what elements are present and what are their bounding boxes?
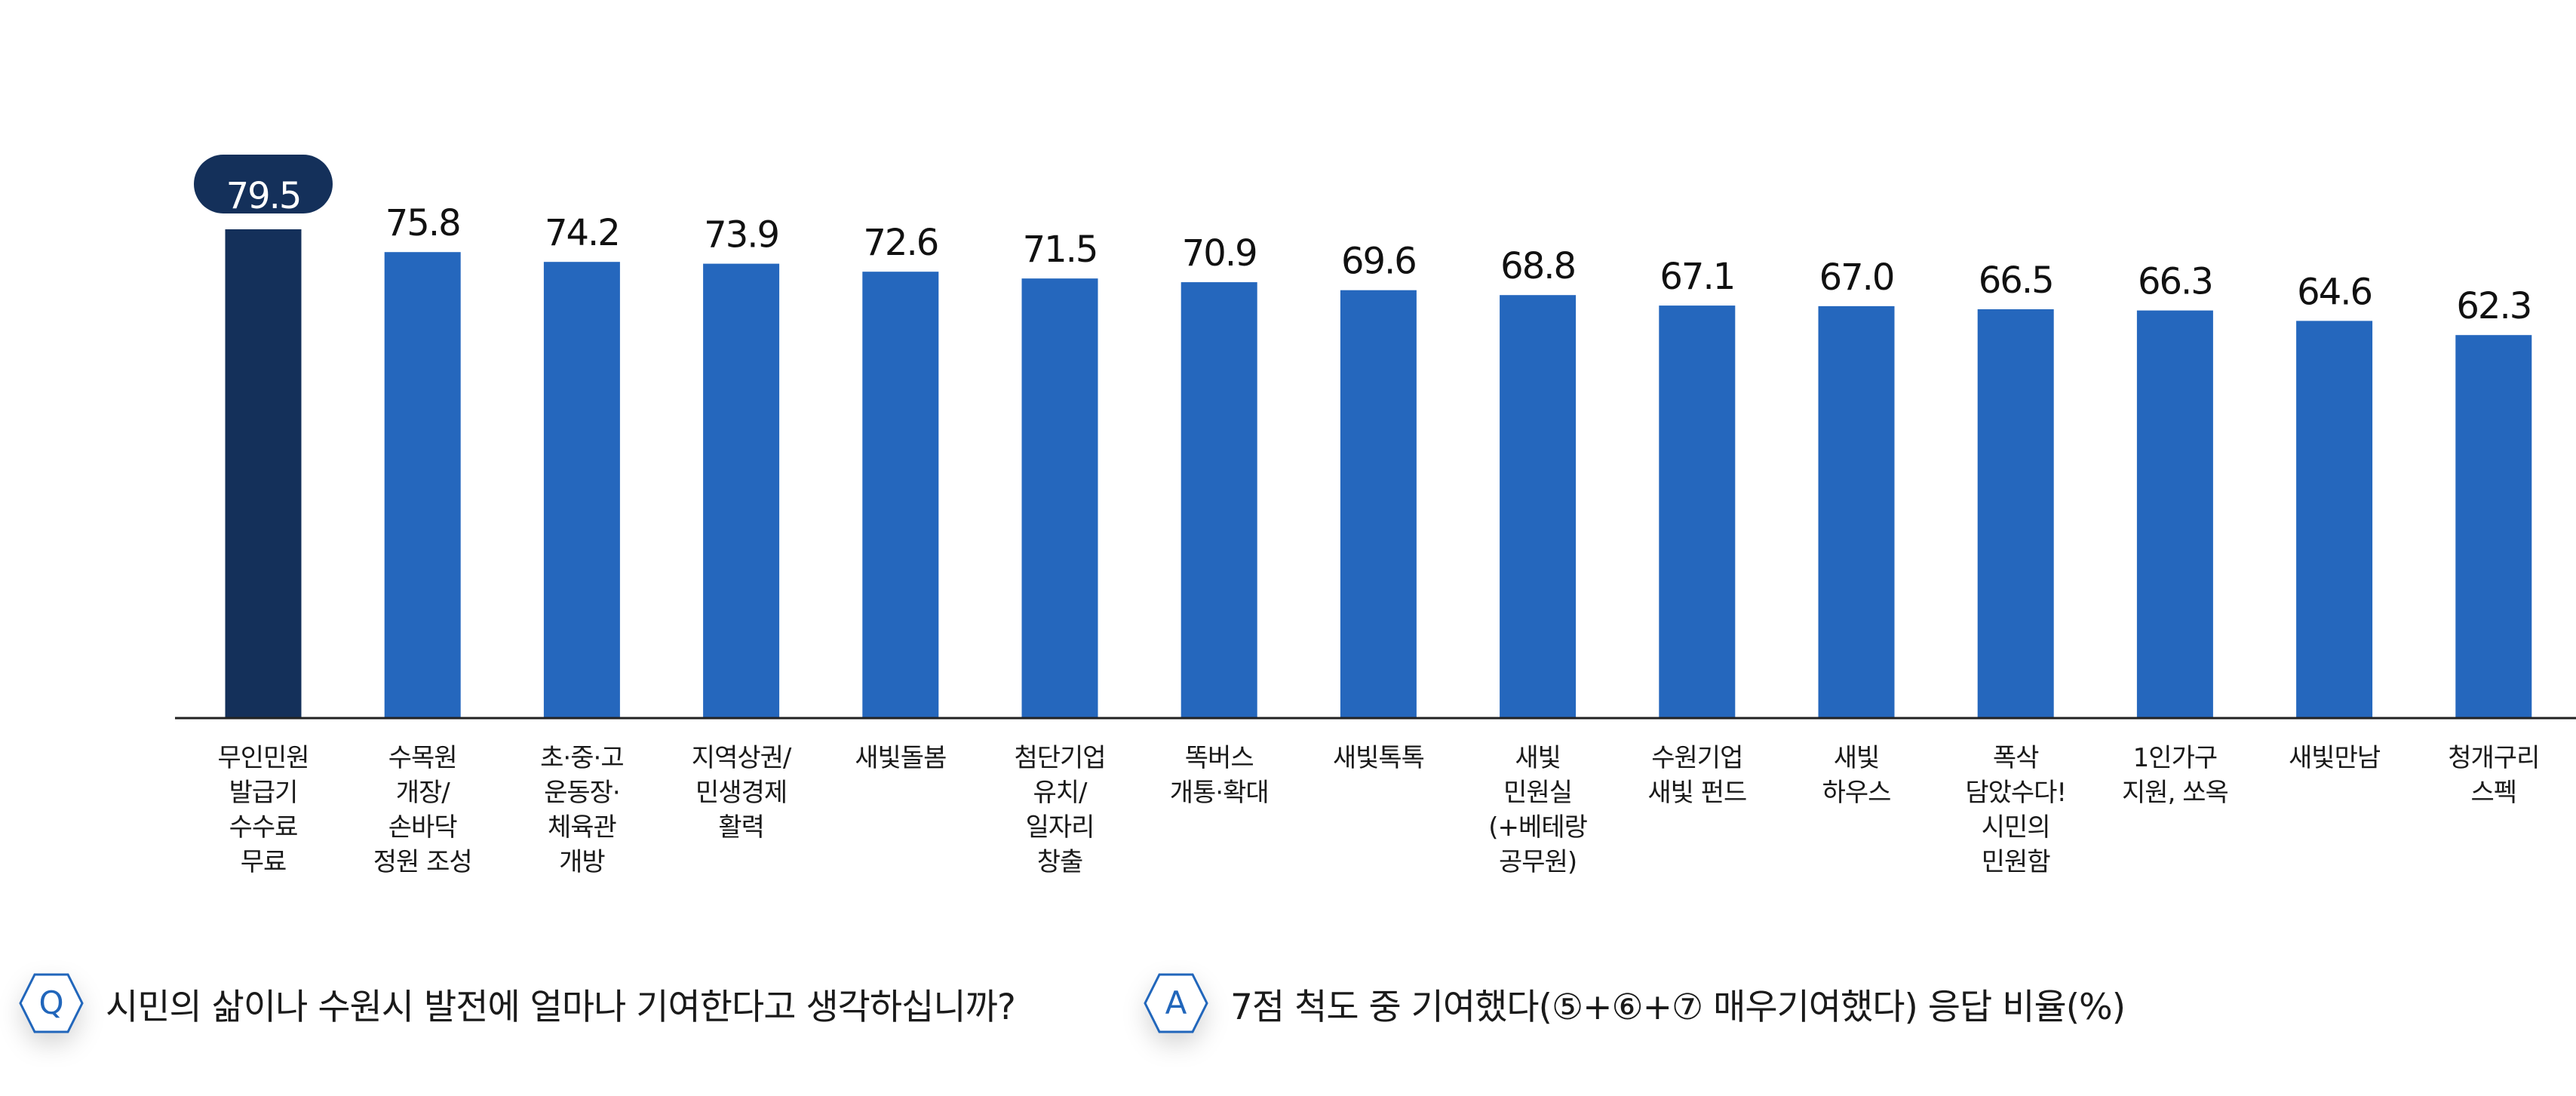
category-label-line: 지원, 쏘옥 — [2122, 778, 2228, 808]
category-label-line: 공무원) — [1499, 847, 1577, 877]
category-label-line: 민생경제 — [695, 778, 787, 808]
category-label-line: 발급기 — [229, 778, 298, 808]
value-label-15: 62.3 — [2456, 285, 2531, 327]
bar-1 — [225, 229, 302, 718]
value-label-11: 67.0 — [1819, 256, 1894, 299]
value-label-6: 71.5 — [1023, 229, 1098, 271]
bar-4 — [703, 263, 780, 719]
category-label-14: 새빛만남 — [2289, 743, 2381, 773]
category-label-line: 새빛 펀드 — [1647, 778, 1746, 808]
value-label-7: 70.9 — [1182, 232, 1257, 275]
question-text: 시민의 삶이나 수원시 발전에 얼마나 기여한다고 생각하십니까? — [106, 986, 1016, 1028]
answer-text: 7점 척도 중 기여했다(⑤+⑥+⑦ 매우기여했다) 응답 비율(%) — [1230, 986, 2126, 1028]
category-label-line: 새빛 — [1834, 743, 1880, 773]
value-label-14: 64.6 — [2297, 271, 2372, 313]
value-label-4: 73.9 — [704, 214, 778, 256]
category-label-8: 새빛톡톡 — [1333, 743, 1424, 773]
answer-hexagon-icon: A — [1143, 972, 1209, 1034]
category-label-line: 개통·확대 — [1170, 778, 1269, 808]
category-label-line: 수수료 — [229, 812, 298, 843]
bar-9 — [1500, 295, 1577, 718]
bar-8 — [1340, 290, 1417, 718]
category-label-line: 1인가구 — [2133, 743, 2217, 773]
value-label-10: 67.1 — [1660, 256, 1734, 298]
category-label-line: 일자리 — [1026, 812, 1095, 843]
value-label-9: 68.8 — [1500, 245, 1575, 287]
question-row: Q 시민의 삶이나 수원시 발전에 얼마나 기여한다고 생각하십니까? — [18, 968, 1016, 1039]
bar-7 — [1181, 282, 1257, 719]
value-labels-layer: 79.5 75.8 74.2 73.9 72.6 71.5 70.9 69.6 68.8 67.1… — [194, 155, 2532, 327]
value-label-3: 74.2 — [545, 212, 619, 254]
category-label-line: 폭삭 — [1993, 743, 2039, 773]
category-label-line: 새빛돌봄 — [855, 743, 946, 773]
answer-row: A 7점 척도 중 기여했다(⑤+⑥+⑦ 매우기여했다) 응답 비율(%) — [1143, 968, 2126, 1039]
question-icon-letter: Q — [38, 984, 64, 1021]
bar-14 — [2296, 321, 2373, 718]
category-label-line: 새빛톡톡 — [1333, 743, 1424, 773]
answer-icon-letter: A — [1165, 984, 1187, 1021]
category-label-line: 개방 — [559, 847, 605, 877]
category-label-line: 민원실 — [1503, 778, 1572, 808]
category-label-line: 무인민원 — [217, 743, 309, 773]
value-label-5: 72.6 — [863, 222, 938, 264]
category-label-line: 수원기업 — [1651, 743, 1742, 773]
category-label-line: 정원 조성 — [373, 847, 472, 877]
bar-2 — [384, 252, 461, 718]
category-label-line: 활력 — [718, 812, 764, 843]
category-label-line: 하우스 — [1822, 778, 1891, 808]
category-label-line: (+베테랑 — [1488, 812, 1587, 843]
bar-3 — [543, 262, 620, 718]
category-label-line: 무료 — [241, 847, 287, 877]
value-label-1: 79.5 — [226, 175, 301, 217]
question-hexagon-icon: Q — [18, 972, 84, 1034]
category-label-line: 운동장· — [544, 778, 620, 808]
category-label-line: 담았수다! — [1965, 778, 2066, 808]
category-label-line: 수목원 — [388, 743, 457, 773]
highlight-value-badge — [194, 155, 333, 213]
category-label-line: 시민의 — [1982, 812, 2050, 843]
category-label-line: 첨단기업 — [1014, 743, 1105, 773]
bar-12 — [1977, 309, 2054, 718]
category-label-line: 유치/ — [1033, 778, 1088, 808]
bar-6 — [1021, 278, 1098, 718]
bar-11 — [1818, 305, 1895, 718]
category-label-line: 청개구리 — [2448, 743, 2539, 773]
bar-13 — [2136, 310, 2213, 719]
category-label-line: 새빛만남 — [2289, 743, 2381, 773]
value-label-12: 66.5 — [1979, 259, 2053, 302]
bars-layer — [225, 229, 2532, 719]
category-label-line: 지역상권/ — [692, 743, 792, 773]
value-label-8: 69.6 — [1341, 241, 1416, 283]
category-label-line: 민원함 — [1982, 847, 2051, 877]
category-label-line: 창출 — [1037, 847, 1083, 877]
category-label-line: 똑버스 — [1185, 743, 1254, 773]
category-label-line: 개장/ — [396, 778, 451, 808]
value-label-13: 66.3 — [2138, 261, 2212, 303]
category-label-line: 스펙 — [2471, 778, 2517, 808]
category-label-line: 초·중·고 — [540, 743, 623, 773]
category-label-5: 새빛돌봄 — [855, 743, 946, 773]
category-label-line: 체육관 — [548, 812, 617, 843]
bar-10 — [1659, 305, 1736, 719]
category-label-line: 손바닥 — [388, 812, 458, 843]
bar-5 — [862, 272, 939, 718]
bar-15 — [2455, 335, 2532, 718]
category-label-line: 새빛 — [1515, 743, 1561, 773]
value-label-2: 75.8 — [385, 202, 460, 244]
